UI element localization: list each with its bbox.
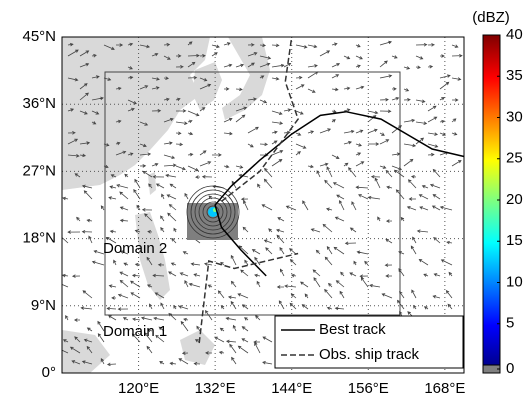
x-tick-label: 168°E [424, 380, 465, 397]
domain-label: Domain 1 [103, 323, 167, 340]
colorbar-ticks: 0 5 10 15 20 25 30 35 40 [497, 26, 523, 377]
legend-label: Best track [319, 321, 386, 338]
colorbar-tick-label: 20 [506, 191, 523, 208]
y-tick-label: 18°N [22, 230, 56, 247]
colorbar-tick-label: 30 [506, 108, 523, 125]
colorbar-tick-label: 0 [506, 360, 514, 377]
map-figure: Domain 2 Domain 1 Best track Obs. ship tr… [0, 0, 531, 403]
y-tick-label: 45°N [22, 28, 56, 45]
x-tick-label: 120°E [118, 380, 159, 397]
colorbar-tick-label: 25 [506, 150, 523, 167]
x-tick-label: 144°E [271, 380, 312, 397]
x-tick-label: 132°E [195, 380, 236, 397]
colorbar-tick-label: 35 [506, 67, 523, 84]
colorbar-tick-label: 15 [506, 232, 523, 249]
domain-label: Domain 2 [103, 240, 167, 257]
x-tick-label: 156°E [348, 380, 389, 397]
colorbar-tick-label: 10 [506, 273, 523, 290]
y-tick-label: 0° [42, 364, 56, 381]
y-tick-label: 9°N [31, 297, 56, 314]
colorbar-tick-label: 40 [506, 26, 523, 43]
y-tick-label: 27°N [22, 162, 56, 179]
colorbar-tick-label: 5 [506, 315, 514, 332]
legend-label: Obs. ship track [319, 346, 420, 363]
y-tick-label: 36°N [22, 95, 56, 112]
colorbar-label: (dBZ) [472, 9, 510, 26]
